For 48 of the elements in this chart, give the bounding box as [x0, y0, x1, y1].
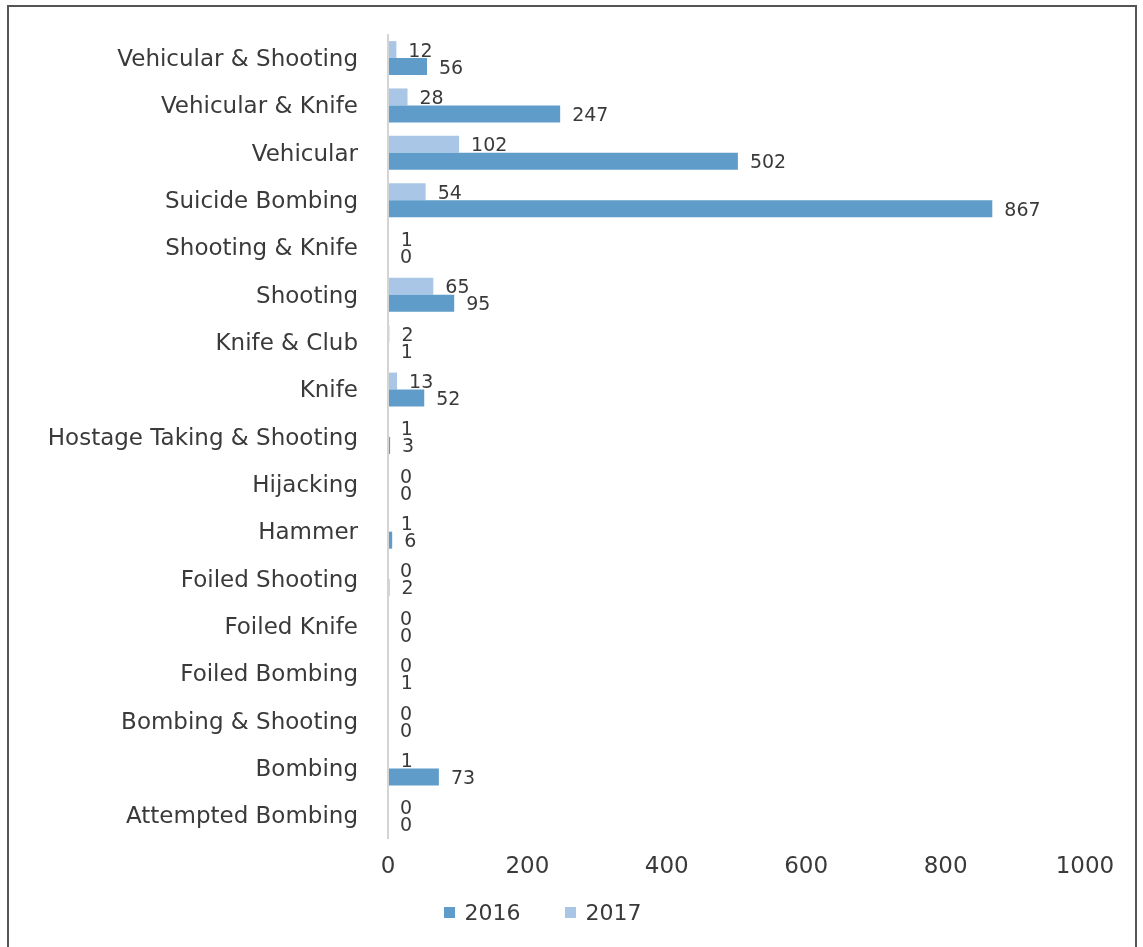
data-label: 95: [466, 292, 491, 315]
y-tick-label: Attempted Bombing: [125, 802, 358, 829]
y-tick-label: Knife & Club: [215, 328, 358, 355]
y-tick-label: Bombing: [255, 755, 358, 782]
y-tick-label: Shooting: [256, 281, 358, 308]
x-tick-label: 400: [644, 852, 689, 879]
y-tick-label: Foiled Bombing: [180, 660, 358, 687]
data-label: 0: [400, 606, 413, 629]
data-label: 102: [471, 133, 508, 156]
data-label: 0: [400, 701, 413, 724]
data-label: 13: [409, 370, 434, 393]
y-tick-label: Vehicular: [251, 139, 359, 166]
legend-label: 2017: [585, 899, 642, 925]
data-label: 0: [400, 464, 413, 487]
x-tick-label: 0: [380, 852, 396, 879]
y-tick-label: Foiled Knife: [224, 613, 358, 640]
y-tick-label: Hammer: [258, 518, 359, 545]
data-label: 2: [401, 576, 414, 599]
y-tick-label: Foiled Shooting: [180, 565, 358, 592]
data-label: 502: [749, 150, 787, 173]
x-tick-label: 200: [505, 852, 550, 879]
y-tick-label: Vehicular & Knife: [160, 92, 358, 119]
data-label: 12: [408, 38, 433, 61]
data-label: 73: [450, 765, 476, 788]
y-tick-label: Vehicular & Shooting: [117, 44, 358, 71]
x-tick-label: 800: [923, 852, 968, 879]
data-label: 867: [1004, 197, 1041, 220]
data-label: 28: [419, 85, 444, 108]
legend-label: 2016: [464, 899, 521, 925]
y-tick-label: Bombing & Shooting: [121, 707, 358, 734]
data-label: 2: [401, 322, 414, 345]
y-tick-label: Hostage Taking & Shooting: [47, 423, 358, 450]
data-label: 6: [404, 529, 417, 552]
y-tick-label: Knife: [299, 376, 358, 403]
data-label: 1: [400, 671, 413, 694]
data-label: 1: [400, 748, 413, 771]
data-label: 0: [400, 813, 413, 836]
data-label: 247: [572, 102, 609, 125]
y-tick-label: Suicide Bombing: [164, 186, 358, 213]
data-label: 0: [400, 245, 413, 268]
data-label: 54: [437, 180, 462, 203]
y-tick-label: Hijacking: [252, 471, 358, 498]
x-tick-label: 1000: [1055, 852, 1115, 879]
data-label: 3: [402, 434, 415, 457]
y-tick-label: Shooting & Knife: [165, 234, 358, 261]
x-tick-label: 600: [784, 852, 829, 879]
data-label: 52: [436, 387, 461, 410]
data-label: 56: [439, 55, 464, 78]
